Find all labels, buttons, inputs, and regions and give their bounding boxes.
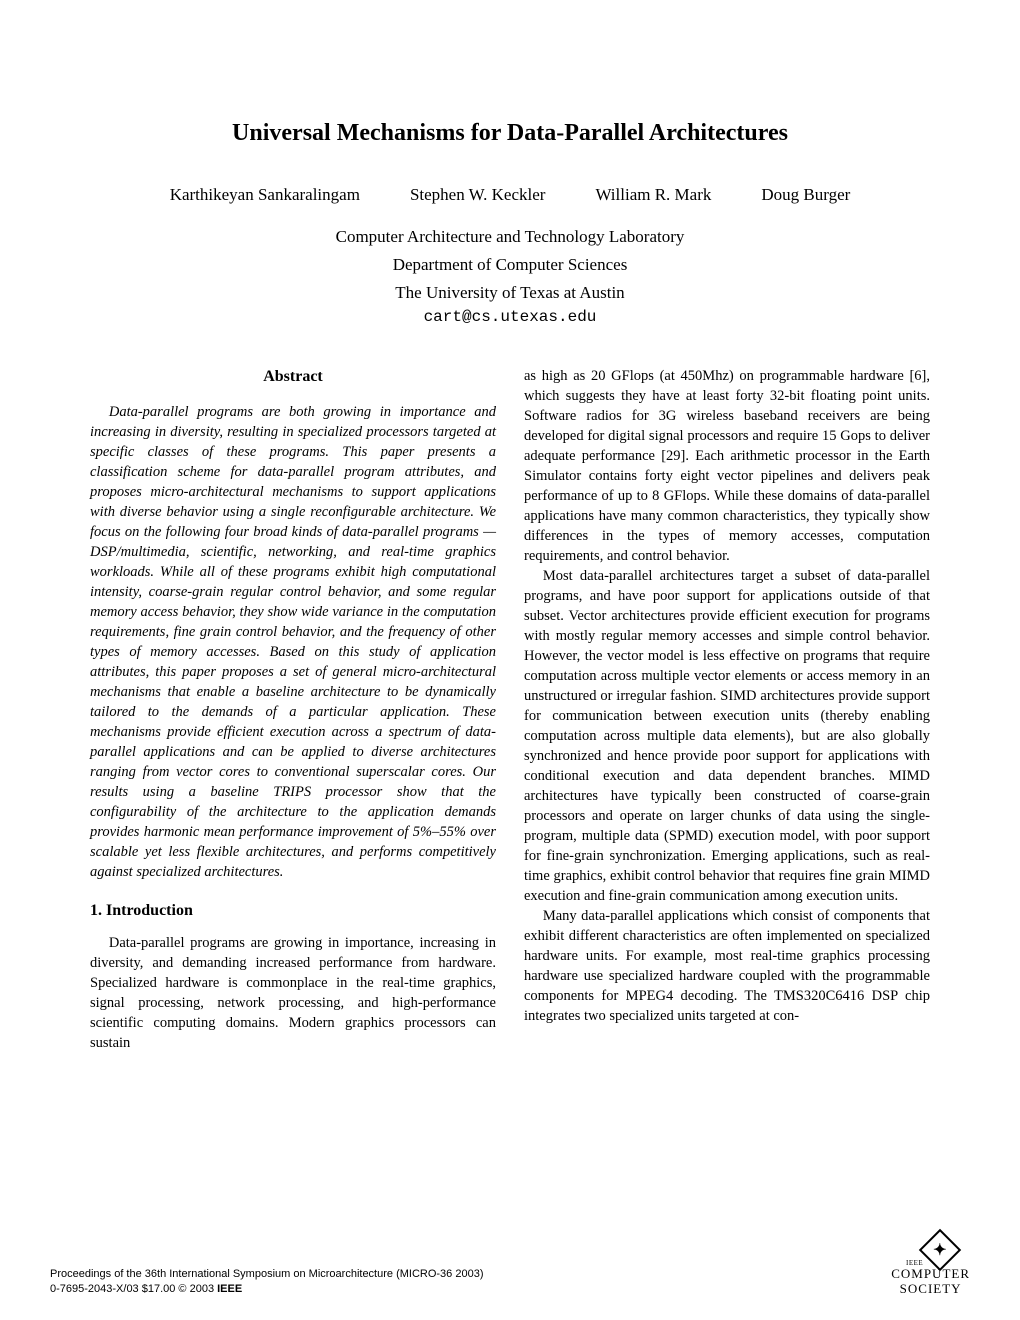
contact-email: cart@cs.utexas.edu [90, 308, 930, 326]
paper-page: Universal Mechanisms for Data-Parallel A… [0, 0, 1020, 1320]
affiliation-dept: Department of Computer Sciences [90, 253, 930, 277]
right-column: as high as 20 GFlops (at 450Mhz) on prog… [524, 366, 930, 1052]
body-paragraph: Most data-parallel architectures target … [524, 566, 930, 906]
footer-left: Proceedings of the 36th International Sy… [50, 1267, 484, 1296]
body-columns: Abstract Data-parallel programs are both… [90, 366, 930, 1052]
affiliation-univ: The University of Texas at Austin [90, 281, 930, 305]
proceedings-line: Proceedings of the 36th International Sy… [50, 1267, 484, 1281]
author: Stephen W. Keckler [410, 185, 546, 205]
copyright-line: 0-7695-2043-X/03 $17.00 © 2003 IEEE [50, 1282, 484, 1296]
left-column: Abstract Data-parallel programs are both… [90, 366, 496, 1052]
body-paragraph: Many data-parallel applications which co… [524, 906, 930, 1026]
abstract-heading: Abstract [90, 366, 496, 388]
affiliation-lab: Computer Architecture and Technology Lab… [90, 225, 930, 249]
intro-text-left: Data-parallel programs are growing in im… [90, 933, 496, 1053]
page-footer: Proceedings of the 36th International Sy… [50, 1235, 970, 1296]
authors-line: Karthikeyan Sankaralingam Stephen W. Kec… [90, 185, 930, 205]
body-paragraph: as high as 20 GFlops (at 450Mhz) on prog… [524, 366, 930, 566]
author: William R. Mark [595, 185, 711, 205]
ieee-diamond-icon: ✦ [919, 1229, 961, 1271]
logo-text-2: SOCIETY [900, 1282, 962, 1296]
abstract-text: Data-parallel programs are both growing … [90, 402, 496, 882]
logo-text-1: COMPUTER [891, 1267, 970, 1281]
ieee-computer-society-logo: IEEE ✦ COMPUTER SOCIETY [891, 1235, 970, 1296]
abstract-paragraph: Data-parallel programs are both growing … [90, 402, 496, 882]
author: Doug Burger [761, 185, 850, 205]
author: Karthikeyan Sankaralingam [170, 185, 360, 205]
section-heading: 1. Introduction [90, 900, 496, 922]
paper-title: Universal Mechanisms for Data-Parallel A… [90, 120, 930, 147]
intro-paragraph: Data-parallel programs are growing in im… [90, 933, 496, 1053]
